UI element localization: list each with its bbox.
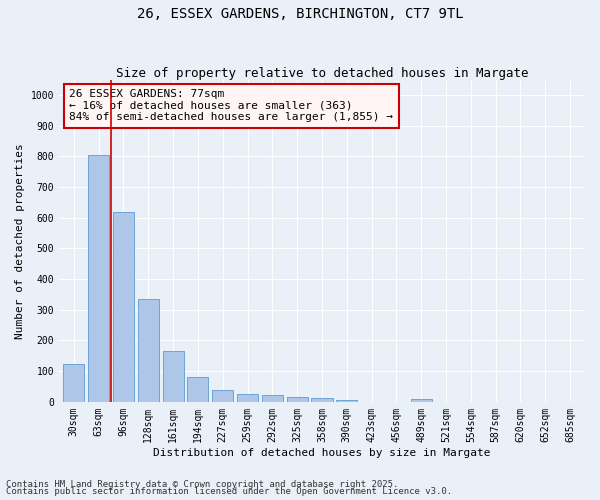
Bar [311,398,332,402]
Bar [262,395,283,402]
Bar [336,400,358,402]
Text: 26, ESSEX GARDENS, BIRCHINGTON, CT7 9TL: 26, ESSEX GARDENS, BIRCHINGTON, CT7 9TL [137,8,463,22]
Bar [287,397,308,402]
Bar [187,376,208,402]
Bar [237,394,258,402]
Y-axis label: Number of detached properties: Number of detached properties [15,143,25,338]
X-axis label: Distribution of detached houses by size in Margate: Distribution of detached houses by size … [153,448,491,458]
Bar [88,156,109,402]
Bar [212,390,233,402]
Text: Contains public sector information licensed under the Open Government Licence v3: Contains public sector information licen… [6,487,452,496]
Bar [163,351,184,402]
Text: Contains HM Land Registry data © Crown copyright and database right 2025.: Contains HM Land Registry data © Crown c… [6,480,398,489]
Title: Size of property relative to detached houses in Margate: Size of property relative to detached ho… [116,66,528,80]
Text: 26 ESSEX GARDENS: 77sqm
← 16% of detached houses are smaller (363)
84% of semi-d: 26 ESSEX GARDENS: 77sqm ← 16% of detache… [70,89,394,122]
Bar [63,364,85,402]
Bar [410,400,432,402]
Bar [113,212,134,402]
Bar [138,299,159,402]
